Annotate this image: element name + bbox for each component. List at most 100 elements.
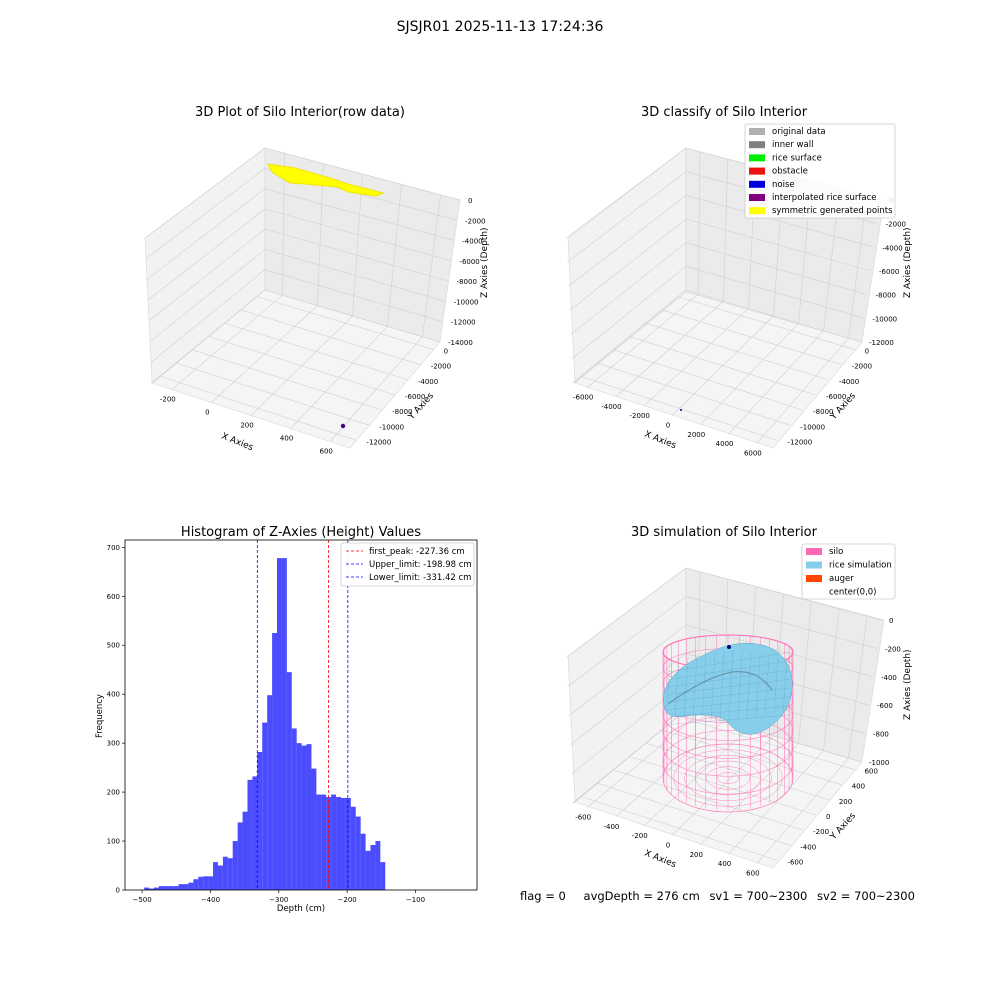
sim-gridline: [685, 567, 882, 621]
classify-ytick-label: -6000: [826, 393, 846, 401]
raw-gridline: [145, 168, 266, 259]
histogram-bar: [272, 633, 278, 890]
histogram-bar: [375, 841, 381, 890]
histogram-bar: [213, 862, 218, 890]
classify-legend-swatch: [749, 167, 765, 175]
rice-mesh-line: [737, 651, 743, 720]
histogram-bar: [291, 728, 297, 890]
raw-xtick-label: 0: [205, 409, 209, 417]
classify-legend-swatch: [749, 141, 765, 149]
histogram-xticks: −500 −400 −300 −200 −100: [132, 890, 425, 904]
silo-floor-ring: [706, 766, 750, 790]
simulation-xlabel: X Axies: [643, 849, 678, 871]
histogram-bar: [183, 884, 189, 890]
histogram-bar: [149, 888, 154, 890]
raw-ytick-label: -8000: [392, 408, 412, 416]
raw-grid: [144, 147, 461, 442]
classify-legend-swatch: [749, 180, 765, 188]
classify-gridline: [685, 195, 875, 248]
histogram-bar: [306, 744, 312, 890]
sim-gridline: [798, 601, 812, 744]
histogram-xtick-label: −100: [406, 896, 425, 904]
histogram-ytick-label: 600: [107, 593, 120, 601]
histogram-bar: [203, 876, 209, 890]
classify-gridline: [570, 242, 687, 335]
histogram-bar: [360, 833, 366, 890]
histogram-bar: [340, 797, 346, 890]
sim-gridline: [568, 624, 687, 717]
raw-xlabel: X Axies: [220, 432, 255, 454]
histogram-bar: [262, 722, 268, 890]
rice-mesh-line: [667, 651, 791, 673]
histogram-legend-box: [340, 542, 475, 587]
raw-gridline: [256, 296, 434, 350]
histogram-bar: [331, 794, 337, 890]
status-sv2: sv2 = 700~2300: [817, 889, 915, 903]
rice-mesh-line: [674, 658, 680, 717]
simulation-legend-label: auger: [829, 574, 854, 584]
classify-grid: [565, 147, 882, 444]
status-flag: flag = 0: [520, 889, 566, 903]
histogram-bars: [144, 558, 386, 890]
classify-legend-label: inner wall: [772, 140, 813, 150]
histogram-bar: [232, 841, 238, 890]
classify-xtick-label: 4000: [716, 440, 734, 448]
classify-ytick-label: -10000: [800, 423, 825, 431]
classify-legend-label: interpolated rice surface: [772, 193, 877, 203]
raw-ztick-label: -4000: [462, 238, 482, 246]
classify-gridline: [685, 266, 865, 319]
histogram-bar: [316, 794, 322, 890]
histogram-bar: [257, 751, 263, 890]
classify-xtick-label: -4000: [601, 403, 621, 411]
sim-gridline: [567, 596, 687, 688]
raw-zlabel: Z Axies (Depth): [480, 227, 490, 298]
panel-raw-3d: 3D Plot of Silo Interior(row data) -2000…: [144, 105, 490, 456]
silo-floor-ring: [684, 755, 772, 801]
silo-floor-ring: [716, 772, 740, 784]
status-line: flag = 0 avgDepth = 276 cm sv1 = 700~230…: [520, 889, 929, 903]
histogram-bar: [198, 876, 204, 890]
histogram-bar: [168, 886, 174, 890]
histogram-bar: [188, 882, 194, 890]
sim-ytick-label: -400: [800, 843, 816, 851]
sim-gridline: [685, 596, 878, 649]
rice-mesh-line: [728, 649, 734, 721]
classify-legend-label: obstacle: [772, 167, 808, 177]
figure-suptitle: SJSJR01 2025-11-13 17:24:36: [397, 19, 604, 35]
rice-mesh-line: [764, 655, 770, 717]
rice-mesh-line: [782, 658, 788, 714]
sim-ztick-label: -800: [873, 731, 889, 739]
classify-legend-swatch: [749, 194, 765, 201]
histogram-bar: [252, 776, 258, 890]
raw-gridline: [150, 269, 266, 363]
raw-gridline: [422, 194, 441, 337]
sim-gridline: [848, 616, 868, 759]
silo-floor-ring: [695, 760, 761, 796]
panel-histogram: Histogram of Z-Axies (Height) Values −50…: [95, 525, 478, 914]
raw-yellow-points: [267, 163, 385, 197]
classify-xlabel: X Axies: [643, 430, 678, 452]
classify-ztick-label: -6000: [879, 268, 899, 276]
classify-gridline: [685, 289, 862, 343]
sim-gridline: [823, 608, 840, 751]
sim-ytick-label: 400: [852, 783, 865, 791]
rice-mesh-line: [667, 669, 791, 688]
histogram-bar: [163, 886, 169, 890]
histogram-title: Histogram of Z-Axies (Height) Values: [181, 525, 421, 540]
sim-ztick-label: -200: [885, 645, 901, 653]
histogram-frame: [124, 539, 478, 891]
histogram-ytick-label: 200: [107, 789, 120, 797]
histogram-ylabel: Frequency: [95, 694, 105, 738]
histogram-vlines: [256, 540, 349, 890]
classify-gridline: [645, 322, 829, 381]
histogram-bar: [247, 779, 253, 890]
histogram-bar: [301, 745, 307, 890]
rice-mesh-line: [719, 651, 725, 723]
raw-xtick-label: 400: [280, 435, 293, 443]
raw-gridline: [149, 249, 266, 342]
histogram-bar: [158, 886, 164, 890]
classify-legend: original data inner wall rice surface obsta…: [744, 123, 896, 219]
raw-gridline: [147, 208, 266, 301]
classify-gridline: [685, 242, 868, 295]
sim-gridline: [580, 796, 778, 861]
